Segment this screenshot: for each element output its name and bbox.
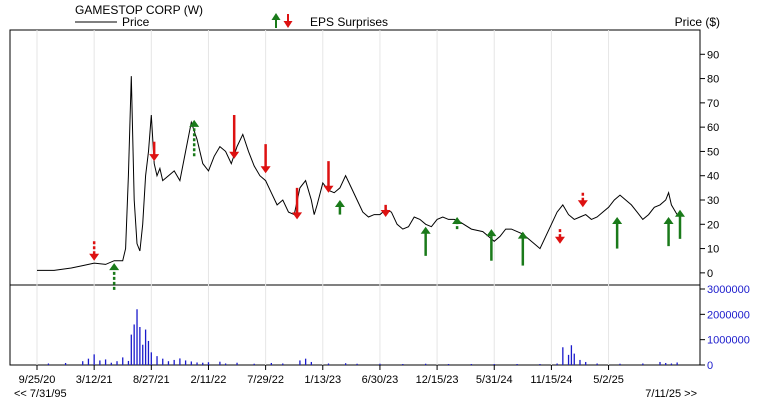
range-start-label[interactable]: << 7/31/95 — [14, 388, 67, 400]
eps-legend-label: EPS Surprises — [310, 15, 388, 29]
price-tick-label: 70 — [707, 98, 719, 110]
volume-axis-ticks: 0 1000000 2000000 3000000 — [700, 284, 750, 372]
price-tick-label: 30 — [707, 195, 719, 207]
x-tick-label: 9/25/20 — [19, 374, 56, 386]
eps-beat-arrow[interactable] — [334, 200, 345, 215]
eps-beat-arrow[interactable] — [189, 119, 200, 157]
eps-miss-arrow[interactable] — [292, 187, 303, 220]
price-panel-frame — [9, 29, 701, 286]
price-tick-label: 50 — [707, 146, 719, 158]
price-legend-label: Price — [122, 15, 150, 29]
x-tick-label: 1/13/23 — [304, 374, 341, 386]
price-tick-label: 60 — [707, 122, 719, 134]
price-tick-label: 90 — [707, 49, 719, 61]
eps-beat-arrow[interactable] — [675, 209, 685, 239]
price-axis-ticks: 0 10 20 30 40 50 60 70 80 90 — [700, 49, 719, 280]
range-end-label[interactable]: 7/11/25 >> — [645, 388, 697, 400]
volume-tick-label: 0 — [707, 360, 713, 372]
eps-beat-arrow[interactable] — [452, 217, 463, 230]
x-tick-label: 7/29/22 — [247, 374, 284, 386]
eps-miss-arrow[interactable] — [229, 115, 240, 159]
price-tick-label: 0 — [707, 268, 713, 280]
x-tick-label: 11/15/24 — [530, 374, 572, 386]
eps-beat-arrow[interactable] — [109, 263, 120, 290]
eps-beat-arrow[interactable] — [663, 217, 674, 247]
volume-tick-label: 2000000 — [707, 309, 750, 321]
x-axis-ticks: 9/25/20 3/12/21 8/27/21 2/11/22 7/29/22 1/13/… — [19, 365, 624, 386]
eps-legend-icons — [271, 13, 293, 28]
miss-arrow-legend-icon — [283, 14, 293, 28]
volume-bars — [47, 309, 678, 365]
price-tick-label: 40 — [707, 171, 719, 183]
eps-beat-arrow[interactable] — [420, 226, 431, 256]
eps-miss-arrow[interactable] — [577, 192, 588, 208]
eps-beat-arrow[interactable] — [486, 229, 497, 261]
eps-surprise-arrows — [89, 115, 685, 290]
x-tick-label: 12/15/23 — [416, 374, 459, 386]
x-tick-label: 6/30/23 — [362, 374, 399, 386]
company-title: GAMESTOP CORP (W) — [75, 3, 203, 17]
volume-panel-frame — [9, 284, 701, 366]
eps-miss-arrow[interactable] — [89, 241, 100, 261]
eps-miss-arrow[interactable] — [323, 161, 334, 193]
eps-miss-arrow[interactable] — [260, 144, 271, 174]
price-tick-label: 80 — [707, 74, 719, 86]
price-series-line — [37, 76, 681, 271]
eps-miss-arrow[interactable] — [380, 204, 391, 217]
x-gridlines — [36, 30, 610, 365]
volume-tick-label: 1000000 — [707, 335, 750, 347]
price-tick-label: 10 — [707, 244, 719, 256]
volume-tick-label: 3000000 — [707, 284, 750, 296]
x-tick-label: 5/2/25 — [593, 374, 624, 386]
x-tick-label: 2/11/22 — [191, 374, 227, 386]
price-tick-label: 20 — [707, 219, 719, 231]
eps-miss-arrow[interactable] — [554, 229, 565, 244]
eps-beat-arrow[interactable] — [517, 231, 528, 266]
eps-miss-arrow[interactable] — [149, 141, 160, 162]
x-tick-label: 5/31/24 — [476, 374, 513, 386]
price-axis-label: Price ($) — [675, 15, 720, 29]
x-tick-label: 8/27/21 — [133, 374, 170, 386]
x-tick-label: 3/12/21 — [76, 374, 113, 386]
eps-beat-arrow[interactable] — [612, 217, 623, 249]
beat-arrow-legend-icon — [271, 13, 281, 28]
